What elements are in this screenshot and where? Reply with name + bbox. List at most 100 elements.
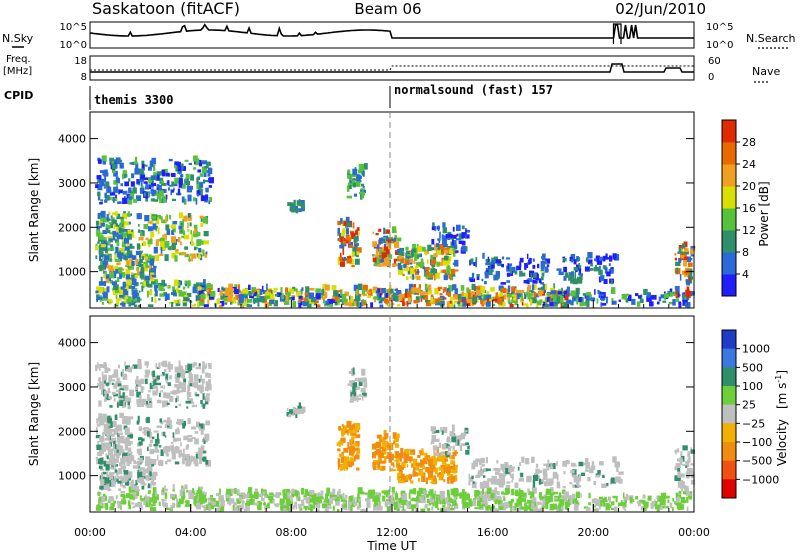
echo-cell [420,295,425,299]
echo-cell [95,506,102,511]
x-tick-label: 16:00 [477,526,509,539]
echo-cell [139,462,142,465]
echo-cell [269,298,273,302]
echo-cell [393,440,396,445]
echo-cell [192,382,195,386]
echo-cell [111,246,115,251]
colorbar-segment [722,120,736,143]
echo-cell [401,461,404,467]
echo-cell [495,259,501,264]
echo-cell [190,174,194,181]
echo-cell [262,290,268,294]
echo-cell [428,502,432,506]
echo-cell [340,236,343,243]
echo-cell [369,288,372,293]
echo-cell [394,294,397,301]
echo-cell [514,502,518,507]
echo-cell [500,287,507,293]
echo-cell [377,462,381,470]
echo-cell [517,297,520,300]
echo-cell [415,287,421,293]
echo-cell [149,268,155,271]
echo-cell [529,290,533,294]
echo-cell [135,250,142,256]
echo-cell [337,256,340,262]
echo-cell [102,179,105,182]
echo-cell [472,500,477,506]
echo-cell [363,163,368,170]
echo-cell [227,295,232,302]
echo-cell [164,254,169,262]
echo-cell [131,485,137,490]
echo-cell [151,459,157,463]
echo-cell [361,289,366,295]
echo-cell [159,253,164,256]
echo-cell [391,238,397,241]
echo-cell [543,302,546,306]
echo-cell [98,504,104,509]
echo-cell [164,488,168,492]
echo-cell [193,498,199,505]
echo-cell [124,195,126,199]
echo-cell [573,259,577,265]
echo-cell [99,436,102,443]
echo-cell [189,222,192,227]
echo-cell [385,503,387,507]
echo-cell [683,241,688,248]
echo-cell [610,268,614,273]
echo-cell [146,290,149,298]
echo-cell [433,468,438,470]
echo-cell [132,364,138,369]
echo-cell [135,259,139,266]
echo-cell [337,227,341,234]
echo-cell [231,293,234,298]
echo-cell [184,159,189,162]
echo-cell [638,499,645,503]
echo-cell [182,382,186,388]
echo-cell [123,385,129,391]
echo-cell [138,261,142,268]
echo-cell [461,296,466,301]
echo-cell [336,442,339,447]
echo-cell [230,289,234,296]
echo-cell [165,224,170,231]
echo-cell [99,485,104,490]
echo-cell [356,467,360,471]
echo-cell [354,258,360,265]
echo-cell [130,451,133,458]
echo-cell [198,297,202,302]
echo-cell [284,488,290,494]
echo-cell [139,250,143,254]
echo-cell [464,234,467,239]
echo-cell [515,489,519,496]
echo-cell [204,284,207,291]
echo-cell [191,426,197,430]
echo-cell [532,279,538,284]
echo-cell [187,438,193,442]
echo-cell [321,296,326,300]
echo-cell [122,281,126,288]
echo-cell [104,460,106,465]
echo-cell [169,184,174,187]
noise-y-tick-bottom: 10^0 [60,40,87,51]
echo-cell [669,288,673,295]
echo-cell [101,302,104,305]
echo-cell [121,213,128,220]
echo-cell [271,289,273,295]
echo-cell [129,434,134,439]
echo-cell [567,293,571,296]
echo-cell [635,496,639,500]
echo-cell [201,457,204,461]
echo-cell [450,488,455,494]
echo-cell [578,273,583,276]
echo-cell [562,303,567,308]
colorbar-tick-label: −500 [742,455,772,468]
echo-cell [285,499,288,504]
echo-cell [116,241,120,246]
echo-cell [381,238,386,242]
echo-cell [375,287,379,294]
y-tick-label: 2000 [58,221,86,234]
echo-cell [288,507,292,512]
echo-cell [134,274,138,279]
echo-cell [120,220,125,224]
